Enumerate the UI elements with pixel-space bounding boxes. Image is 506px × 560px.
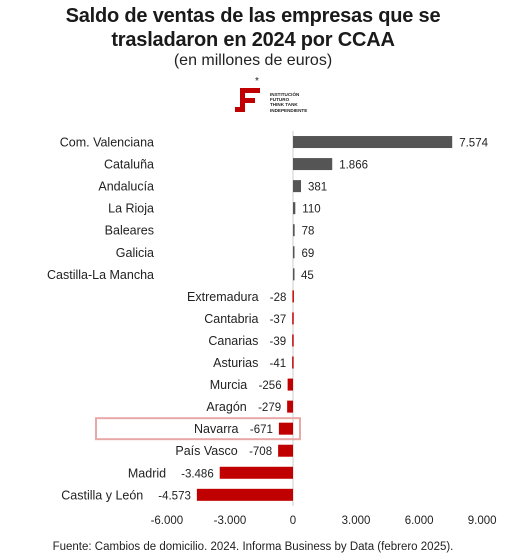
category-label-3: La Rioja	[108, 202, 154, 216]
bar-12	[287, 400, 293, 413]
category-label-5: Galicia	[116, 246, 154, 260]
bar-chart: Com. Valenciana 7.574 Cataluña 1.866 Andaluc…	[47, 131, 497, 527]
bar-6	[293, 268, 295, 281]
category-label-9: Canarias	[208, 334, 258, 348]
bar-3	[293, 202, 296, 215]
value-label-4: 78	[302, 226, 315, 238]
category-label-15: Madrid	[128, 466, 166, 480]
bar-11	[287, 378, 293, 391]
bar-2	[293, 180, 302, 193]
value-label-6: 45	[301, 270, 314, 282]
chart-title-line-2: trasladaron en 2024 por CCAA	[111, 29, 395, 51]
chart-title: Saldo de ventas de las empresas que se t…	[0, 4, 506, 52]
bar-9	[292, 334, 294, 347]
category-label-13: Navarra	[194, 422, 239, 436]
value-label-8: -37	[270, 314, 287, 326]
value-label-9: -39	[270, 336, 287, 348]
value-label-15: -3.486	[181, 468, 214, 480]
bar-16	[196, 488, 293, 501]
bar-15	[219, 466, 293, 479]
category-label-0: Com. Valenciana	[60, 136, 154, 150]
x-tick-label-5: 9.000	[468, 515, 497, 527]
institucion-futuro-logo: * INSTITUCIÓN FUTURO THINK TANK INDEPEND…	[232, 76, 322, 120]
logo-text: INSTITUCIÓN FUTURO THINK TANK INDEPENDIE…	[270, 92, 308, 113]
value-label-16: -4.573	[158, 490, 191, 502]
value-label-2: 381	[308, 182, 327, 194]
source-note: Fuente: Cambios de domicilio. 2024. Info…	[52, 541, 454, 553]
x-tick-label-0: -6.000	[151, 515, 184, 527]
category-label-14: País Vasco	[175, 444, 237, 458]
bar-8	[292, 312, 294, 325]
value-label-3: 110	[302, 204, 320, 216]
logo-asterisk: *	[255, 76, 259, 87]
chart-title-line-1: Saldo de ventas de las empresas que se	[65, 5, 441, 27]
value-label-12: -279	[258, 402, 281, 414]
logo-mark-icon	[235, 88, 260, 112]
bar-10	[292, 356, 294, 369]
highlight-box	[95, 417, 301, 441]
category-label-16: Castilla y León	[61, 488, 143, 502]
category-label-2: Andalucía	[98, 180, 154, 194]
category-label-10: Asturias	[213, 356, 258, 370]
category-label-12: Aragón	[206, 400, 246, 414]
value-label-1: 1.866	[339, 160, 368, 172]
bar-4	[293, 224, 295, 237]
category-label-6: Castilla-La Mancha	[47, 268, 154, 282]
x-tick-label-4: 6.000	[405, 515, 434, 527]
value-label-11: -256	[259, 380, 282, 392]
category-label-1: Cataluña	[104, 158, 154, 172]
category-label-8: Cantabria	[204, 312, 258, 326]
value-label-13: -671	[250, 424, 273, 436]
value-label-14: -708	[249, 446, 272, 458]
value-label-5: 69	[301, 248, 314, 260]
x-tick-label-3: 3.000	[342, 515, 371, 527]
bar-14	[278, 444, 293, 457]
value-label-7: -28	[270, 292, 287, 304]
bar-7	[292, 290, 294, 303]
bar-0	[293, 136, 453, 149]
category-label-4: Baleares	[105, 224, 154, 238]
x-tick-label-2: 0	[290, 515, 296, 527]
bar-13	[278, 422, 293, 435]
value-label-0: 7.574	[459, 138, 488, 150]
bar-5	[293, 246, 295, 259]
bar-1	[293, 158, 333, 171]
category-label-11: Murcia	[210, 378, 248, 392]
chart-subtitle: (en millones de euros)	[173, 52, 333, 69]
category-label-7: Extremadura	[187, 290, 259, 304]
x-tick-label-1: -3.000	[214, 515, 247, 527]
value-label-10: -41	[270, 358, 287, 370]
